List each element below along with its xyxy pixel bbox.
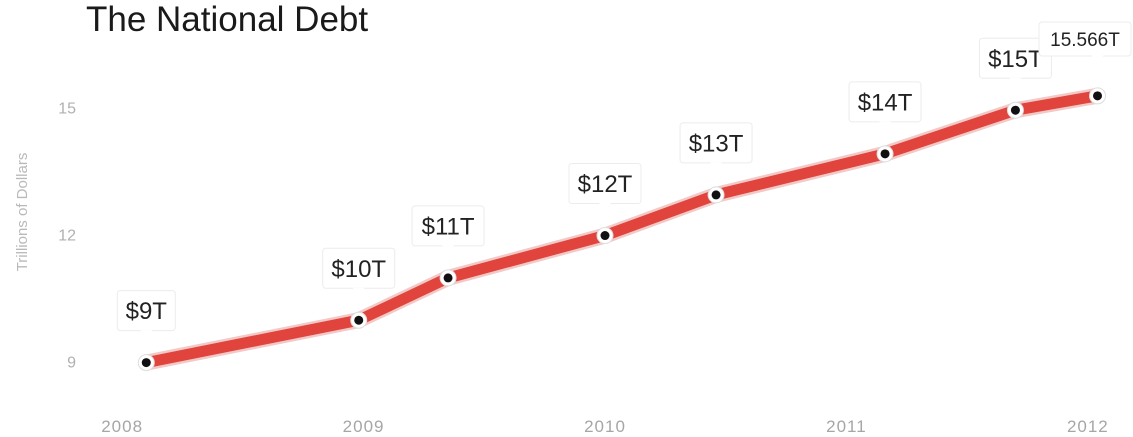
data-label-text: $14T <box>858 89 913 116</box>
data-point-dot <box>711 190 721 200</box>
x-tick-label: 2010 <box>584 417 626 436</box>
data-label-text: $12T <box>578 171 633 198</box>
data-point-dot <box>1010 105 1020 115</box>
data-point-dot <box>141 358 151 368</box>
data-label-box <box>1038 21 1132 57</box>
data-point <box>439 269 457 287</box>
x-tick-labels: 2008 2009 2010 2011 2012 <box>101 417 1109 436</box>
data-label-text: $13T <box>689 131 744 158</box>
data-label-pointer <box>599 203 611 212</box>
data-label-text: $11T <box>422 214 475 241</box>
data-label-text: $10T <box>331 256 386 283</box>
data-point <box>707 186 725 204</box>
data-label: $15T <box>978 37 1052 87</box>
data-label-text: 15.566T <box>1050 30 1120 51</box>
y-tick-label: 9 <box>67 355 76 372</box>
data-label-pointer <box>140 330 153 339</box>
x-tick-label: 2012 <box>1067 417 1109 436</box>
data-label: 15.566T <box>1038 21 1132 64</box>
data-points <box>137 87 1107 372</box>
data-label: $14T <box>848 81 922 130</box>
x-tick-label: 2011 <box>826 417 867 436</box>
y-tick-labels: 9 12 15 <box>58 101 76 372</box>
data-label: $10T <box>322 247 396 297</box>
data-point-dot <box>600 231 610 241</box>
y-axis-label: Trillions of Dollars <box>14 153 31 272</box>
y-axis-label-group: Trillions of Dollars <box>14 153 31 272</box>
data-label-pointer <box>710 162 723 171</box>
chart-title: The National Debt <box>86 0 369 39</box>
data-label-pointer <box>442 245 455 254</box>
data-point <box>596 227 614 245</box>
y-tick-label: 12 <box>58 228 76 245</box>
data-label-pointer <box>1009 77 1022 87</box>
data-label-text: $9T <box>126 298 168 325</box>
data-point-dot <box>443 273 453 283</box>
data-point <box>350 311 368 329</box>
data-label-pointer <box>352 287 365 297</box>
x-tick-label: 2009 <box>343 417 385 436</box>
x-tick-label: 2008 <box>101 417 143 436</box>
data-label: $13T <box>679 122 753 171</box>
data-point-dot <box>1093 91 1103 101</box>
data-point-dot <box>354 315 364 325</box>
data-label: $9T <box>116 290 176 339</box>
data-point <box>1089 87 1107 105</box>
data-label: $12T <box>568 163 642 212</box>
data-label-callouts: $9T $10T $11T $12T $13T $14T $15T 15.566T <box>116 21 1132 339</box>
data-label-pointer <box>879 121 892 130</box>
series-line <box>140 90 1103 369</box>
data-point <box>137 354 155 372</box>
data-point-dot <box>880 149 890 159</box>
data-label: $11T <box>411 205 485 254</box>
data-label-pointer <box>1091 55 1104 64</box>
data-label-text: $15T <box>988 46 1043 73</box>
data-point <box>876 145 894 163</box>
data-point <box>1006 101 1024 119</box>
y-tick-label: 15 <box>58 101 76 118</box>
series-line-group <box>138 87 1106 371</box>
